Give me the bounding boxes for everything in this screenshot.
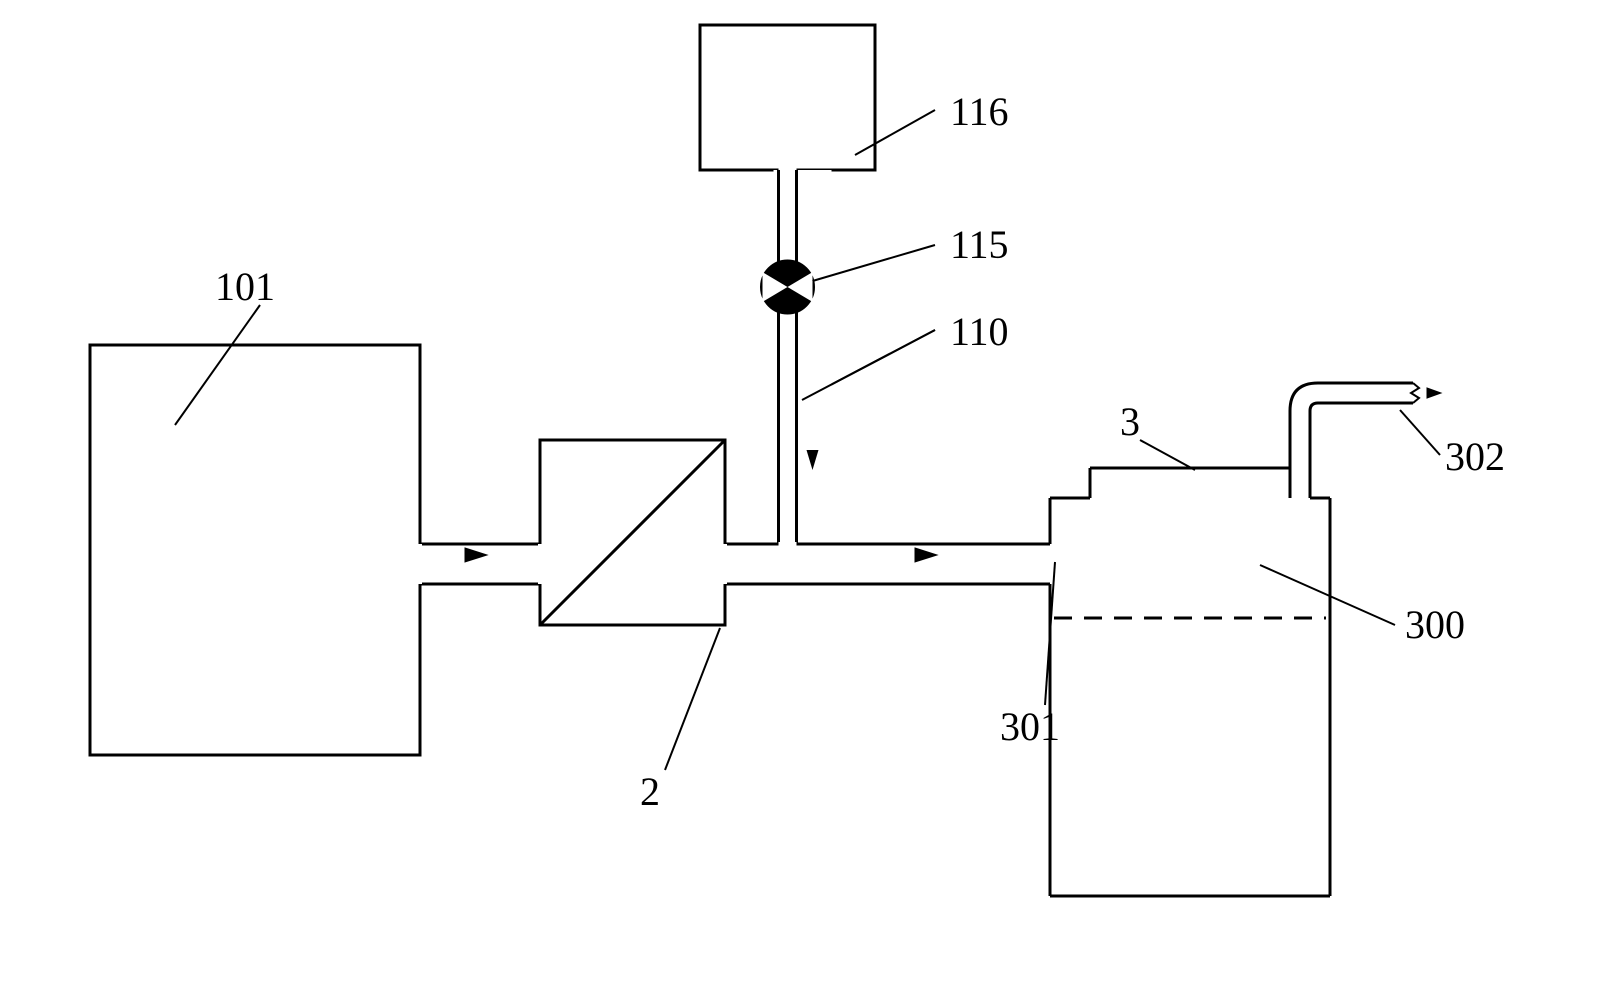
block-116 xyxy=(700,25,875,170)
block-101 xyxy=(90,345,420,755)
label-110: 110 xyxy=(950,309,1009,354)
label-3: 3 xyxy=(1120,399,1140,444)
label-300: 300 xyxy=(1405,602,1465,647)
tank-3 xyxy=(1050,498,1330,896)
label-115: 115 xyxy=(950,222,1009,267)
label-301: 301 xyxy=(1000,704,1060,749)
label-101: 101 xyxy=(215,264,275,309)
label-116: 116 xyxy=(950,89,1009,134)
label-2: 2 xyxy=(640,769,660,814)
label-302: 302 xyxy=(1445,434,1505,479)
